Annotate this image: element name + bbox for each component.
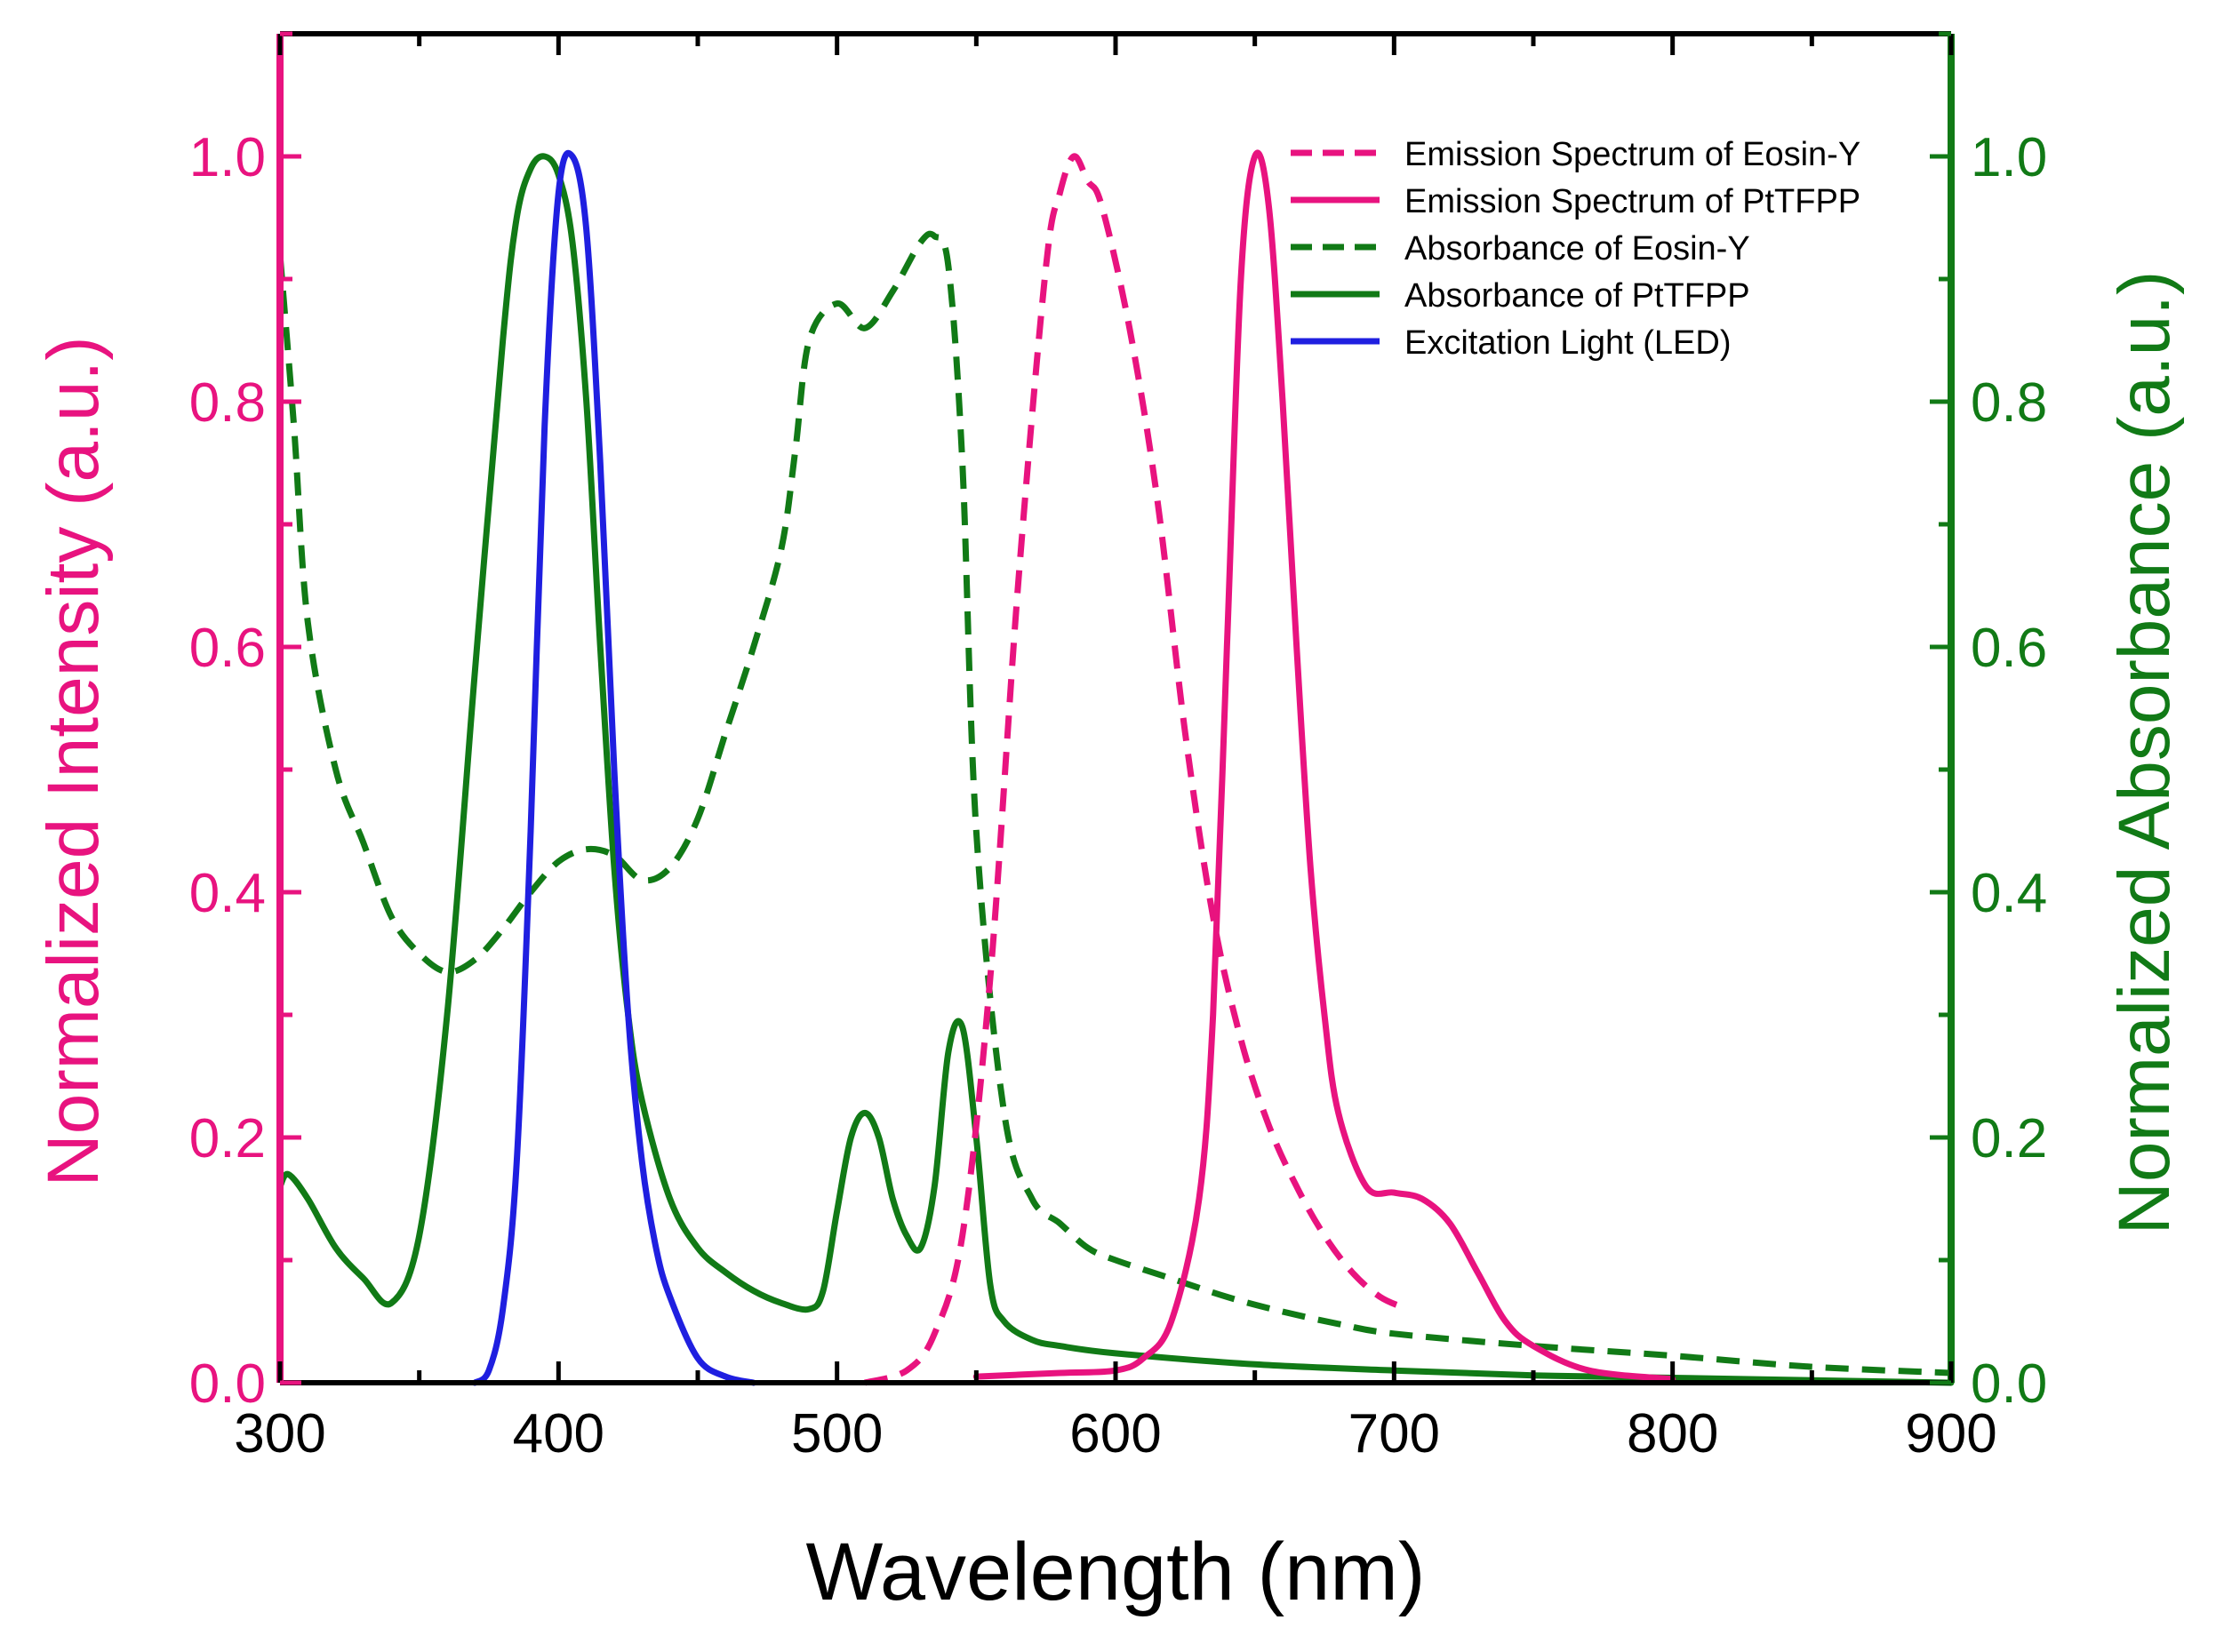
x-tick-label: 300 bbox=[234, 1403, 325, 1464]
left-y-tick-label: 0.2 bbox=[189, 1108, 266, 1169]
x-tick-label: 500 bbox=[791, 1403, 883, 1464]
left-y-axis-label: Normalized Intensity (a.u.) bbox=[33, 336, 114, 1186]
legend-label-absorbance-of-eosin-y: Absorbance of Eosin-Y bbox=[1404, 230, 1750, 267]
series-lines bbox=[276, 149, 1955, 1386]
legend-label-excitation-light-led: Excitation Light (LED) bbox=[1404, 324, 1732, 362]
left-y-tick-label: 0.8 bbox=[189, 372, 266, 434]
left-y-tick-label: 0.0 bbox=[189, 1353, 266, 1415]
x-axis-label: Wavelength (nm) bbox=[805, 1527, 1425, 1617]
series-line-absorbance-of-eosin-y bbox=[276, 230, 1952, 1377]
right-y-axis-label: Normalized Absorbance (a.u.) bbox=[2104, 271, 2185, 1235]
legend-label-emission-spectrum-of-eosin-y: Emission Spectrum of Eosin-Y bbox=[1404, 136, 1860, 173]
series-line-emission-spectrum-of-pttfpp bbox=[972, 149, 1676, 1383]
series-line-absorbance-of-pttfpp bbox=[276, 153, 1955, 1386]
right-y-tick-label: 0.8 bbox=[1971, 372, 2047, 434]
right-y-tick-label: 0.6 bbox=[1971, 618, 2047, 679]
tick-labels: 300 400 500 600 700 800 9000.00.20.40.60.81.00… bbox=[189, 127, 2047, 1464]
left-y-tick-label: 1.0 bbox=[189, 127, 266, 188]
right-y-tick-label: 0.2 bbox=[1971, 1108, 2047, 1169]
legend-label-emission-spectrum-of-pttfpp: Emission Spectrum of PtTFPP bbox=[1404, 183, 1860, 220]
left-y-tick-label: 0.4 bbox=[189, 863, 266, 924]
legend-label-absorbance-of-pttfpp: Absorbance of PtTFPP bbox=[1404, 277, 1750, 315]
left-y-tick-label: 0.6 bbox=[189, 618, 266, 679]
right-y-tick-label: 0.0 bbox=[1971, 1353, 2047, 1415]
series-line-excitation-light-led bbox=[471, 149, 757, 1386]
right-y-tick-label: 1.0 bbox=[1971, 127, 2047, 188]
x-tick-label: 800 bbox=[1627, 1403, 1718, 1464]
x-tick-label: 400 bbox=[513, 1403, 604, 1464]
tick-marks bbox=[277, 31, 1954, 1385]
x-tick-label: 600 bbox=[1069, 1403, 1161, 1464]
right-y-tick-label: 0.4 bbox=[1971, 863, 2047, 924]
series-line-emission-spectrum-of-eosin-y bbox=[864, 153, 1410, 1386]
x-tick-label: 700 bbox=[1348, 1403, 1440, 1464]
legend: Emission Spectrum of Eosin-Y Emission Spe… bbox=[1291, 136, 1860, 362]
x-tick-label: 900 bbox=[1905, 1403, 1996, 1464]
